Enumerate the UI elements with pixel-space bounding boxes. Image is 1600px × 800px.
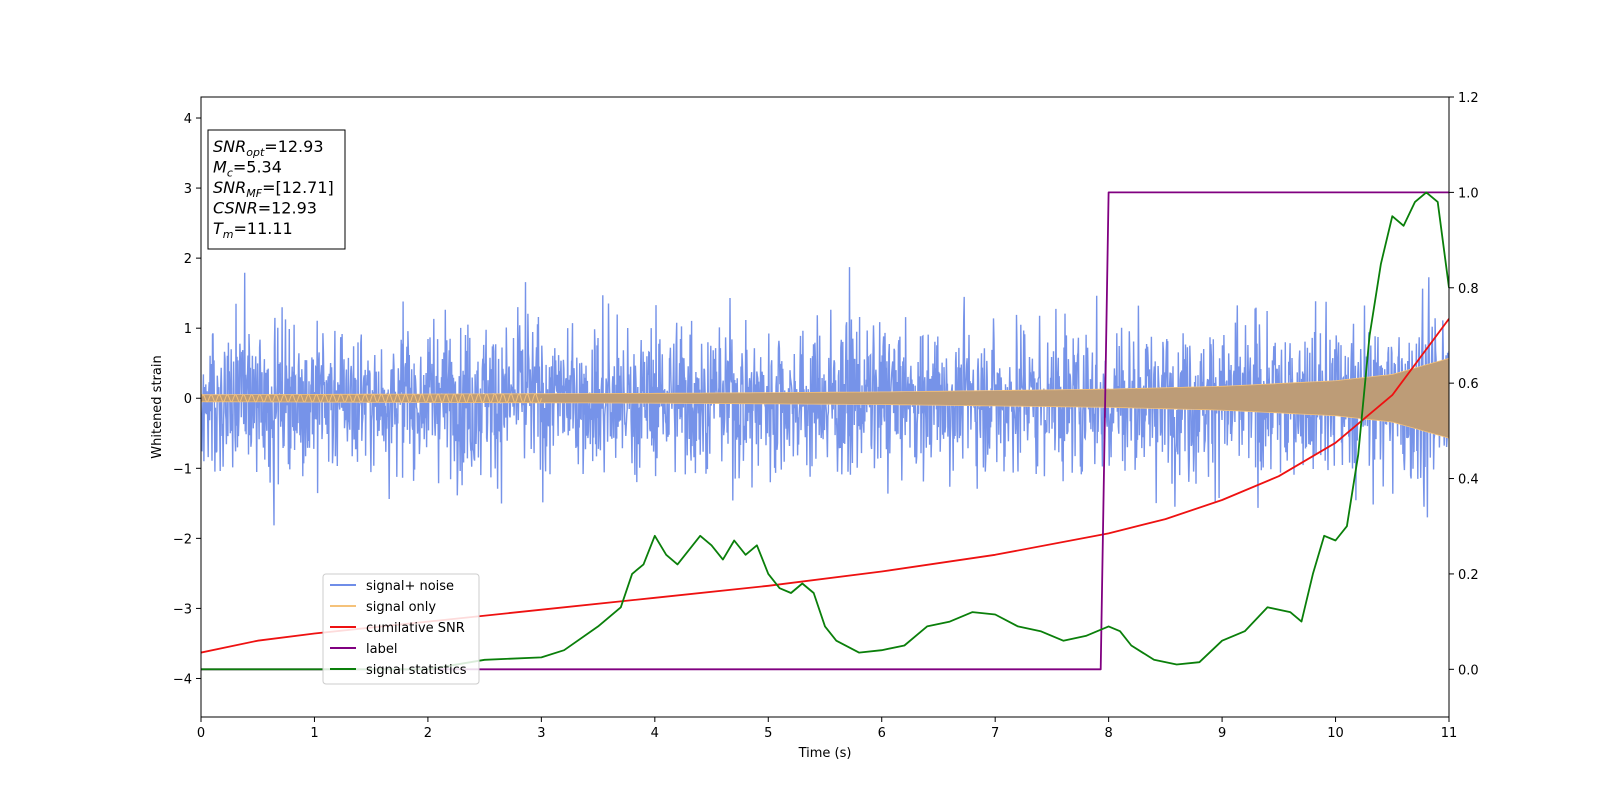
y-tick-label: −4 (173, 672, 192, 687)
x-axis-label: Time (s) (798, 746, 852, 761)
x-tick-label: 3 (537, 726, 545, 741)
x-tick-label: 1 (310, 726, 318, 741)
annotation-box: SNRopt=12.93Mc=5.34SNRMF=[12.71]CSNR=12.… (207, 129, 346, 250)
legend-label: signal only (366, 600, 436, 615)
annotation-line: CSNR=12.93 (213, 199, 317, 218)
y2-tick-label: 1.2 (1458, 91, 1479, 106)
axes-frame (200, 96, 1450, 718)
y-tick-label: 4 (184, 112, 192, 127)
x-tick-label: 4 (651, 726, 659, 741)
y-tick-label: −2 (173, 532, 192, 547)
x-tick-label: 11 (1441, 726, 1458, 741)
legend-label: signal+ noise (366, 579, 454, 594)
y2-tick-label: 0.4 (1458, 473, 1479, 488)
x-tick-label: 9 (1218, 726, 1226, 741)
y-axis-label: Whitened strain (150, 355, 165, 458)
x-tick-label: 10 (1327, 726, 1344, 741)
annotation-line: Tm=11.11 (213, 219, 293, 241)
annotation-line: SNRMF=[12.71] (213, 178, 334, 200)
y-tick-label: 0 (184, 392, 192, 407)
annotation-line: Mc=5.34 (213, 158, 282, 180)
legend-label: label (366, 642, 397, 657)
series-signal-only-wave (201, 393, 542, 404)
annotation-line: SNRopt=12.93 (213, 137, 324, 159)
series-signal-only (201, 357, 1449, 439)
y-tick-label: 1 (184, 322, 192, 337)
x-tick-label: 0 (197, 726, 205, 741)
y-axis-right: 0.0 0.2 0.4 0.6 0.8 1.0 1.2 (1449, 91, 1479, 678)
x-tick-label: 6 (878, 726, 886, 741)
series-label (201, 191, 1449, 671)
x-tick-label: 5 (764, 726, 772, 741)
x-tick-label: 8 (1104, 726, 1112, 741)
x-axis: 0 1 2 3 4 5 6 7 8 9 10 11 (197, 717, 1457, 741)
series-signal-statistics (201, 191, 1449, 671)
y-tick-label: −3 (173, 602, 192, 617)
y-tick-label: 3 (184, 182, 192, 197)
x-tick-label: 7 (991, 726, 999, 741)
y2-tick-label: 0.6 (1458, 377, 1479, 392)
y2-tick-label: 1.0 (1458, 186, 1479, 201)
y-tick-label: 2 (184, 252, 192, 267)
y2-tick-label: 0.0 (1458, 663, 1479, 678)
y2-tick-label: 0.2 (1458, 568, 1479, 583)
legend: signal+ noise signal only cumilative SNR la… (322, 573, 480, 685)
x-tick-label: 2 (424, 726, 432, 741)
legend-label: signal statistics (366, 663, 467, 678)
y-axis-left: −4 −3 −2 −1 0 1 2 3 4 (173, 112, 201, 687)
y2-tick-label: 0.8 (1458, 282, 1479, 297)
y-tick-label: −1 (173, 462, 192, 477)
legend-label: cumilative SNR (366, 621, 465, 636)
